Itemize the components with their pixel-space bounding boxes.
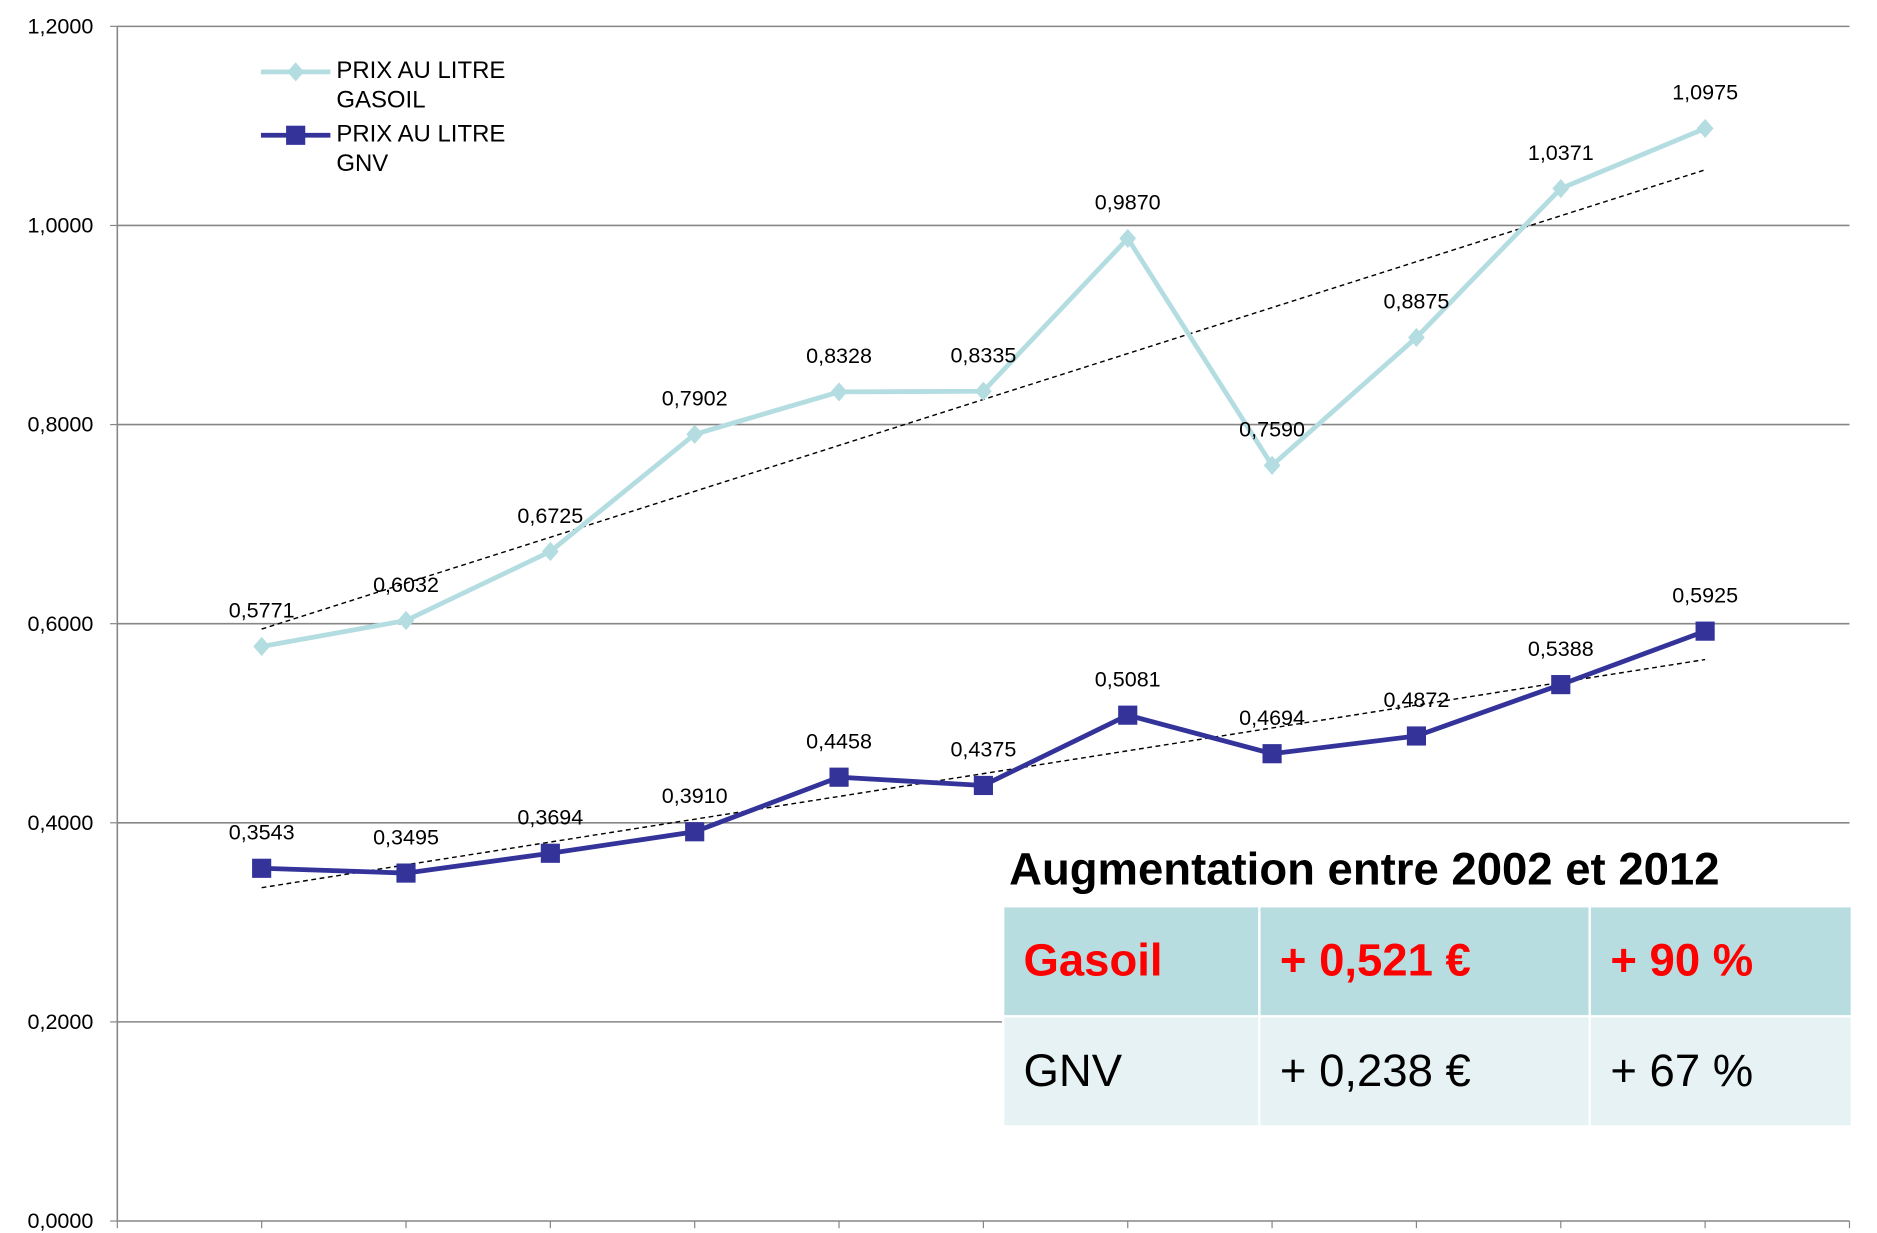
data-label: 0,5388 bbox=[1528, 637, 1594, 661]
marker bbox=[1118, 705, 1138, 725]
y-tick-label: 0,4000 bbox=[28, 811, 94, 835]
legend-entry: PRIX AU LITRE GNV bbox=[336, 120, 506, 178]
y-tick-label: 0,0000 bbox=[28, 1209, 94, 1233]
marker bbox=[975, 381, 992, 401]
y-tick-label: 0,8000 bbox=[28, 413, 94, 437]
data-label: 0,8328 bbox=[806, 344, 872, 368]
marker bbox=[540, 843, 560, 863]
summary-cell: + 67 % bbox=[1588, 1015, 1854, 1128]
legend-marker bbox=[287, 62, 305, 82]
summary-table: Gasoil + 0,521 € + 90 % GNV + 0,238 € + 67 % bbox=[1001, 904, 1854, 1128]
marker bbox=[1263, 455, 1281, 475]
data-label: 0,7902 bbox=[662, 387, 728, 411]
summary: Augmentation entre 2002 et 2012 Gasoil + 0… bbox=[1001, 845, 1854, 1128]
summary-row: Gasoil + 0,521 € + 90 % bbox=[1001, 904, 1854, 1018]
data-label: 0,4694 bbox=[1239, 706, 1305, 730]
data-label: 0,9870 bbox=[1095, 191, 1161, 215]
summary-cell: + 0,238 € bbox=[1258, 1015, 1592, 1128]
data-label: 0,8875 bbox=[1383, 290, 1449, 314]
data-label: 0,3543 bbox=[229, 821, 295, 845]
data-label: 0,5925 bbox=[1672, 583, 1738, 607]
data-label: 0,7590 bbox=[1239, 418, 1305, 442]
summary-box: Augmentation entre 2002 et 2012 Gasoil + 0… bbox=[1001, 845, 1854, 1128]
data-label: 0,6032 bbox=[373, 573, 439, 597]
y-tick-label: 0,2000 bbox=[28, 1010, 94, 1034]
y-tick-label: 0,6000 bbox=[28, 612, 94, 636]
summary-title: Augmentation entre 2002 et 2012 bbox=[1009, 845, 1720, 896]
marker bbox=[829, 767, 849, 787]
legend-label: PRIX AU LITRE GASOIL bbox=[336, 57, 506, 114]
marker bbox=[1262, 744, 1282, 764]
data-label: 0,5771 bbox=[229, 599, 295, 623]
data-label: 0,3910 bbox=[662, 784, 728, 808]
marker bbox=[1406, 726, 1427, 746]
y-tick-label: 1,0000 bbox=[28, 214, 94, 238]
legend-marker bbox=[286, 125, 306, 145]
data-label: 0,3694 bbox=[517, 806, 583, 830]
data-label: 0,4375 bbox=[950, 738, 1016, 762]
trendline bbox=[261, 658, 1706, 889]
data-label: 1,0975 bbox=[1672, 81, 1738, 105]
chart-title: Prix des carburants bbox=[409, 0, 1361, 16]
marker bbox=[253, 636, 271, 657]
legend-label: PRIX AU LITRE GNV bbox=[336, 120, 506, 178]
data-label: 0,5081 bbox=[1095, 667, 1161, 691]
marker bbox=[1408, 327, 1425, 348]
y-tick-label: 1,2000 bbox=[28, 15, 94, 39]
marker bbox=[1551, 675, 1571, 695]
summary-cell: Gasoil bbox=[1001, 904, 1261, 1018]
marker bbox=[1695, 621, 1715, 641]
data-label: 0,3495 bbox=[373, 825, 439, 849]
data-label: 0,4458 bbox=[806, 729, 872, 753]
marker bbox=[1696, 118, 1714, 138]
marker bbox=[973, 775, 993, 796]
marker bbox=[685, 822, 705, 842]
marker bbox=[396, 863, 416, 883]
data-label: 0,4872 bbox=[1383, 688, 1449, 712]
marker bbox=[252, 858, 272, 878]
data-label: 1,0371 bbox=[1528, 141, 1594, 165]
summary-row: GNV + 0,238 € + 67 % bbox=[1001, 1015, 1854, 1128]
data-label: 0,8335 bbox=[950, 343, 1016, 367]
legend-entry: PRIX AU LITRE GASOIL bbox=[336, 57, 506, 114]
summary-cell: + 0,521 € bbox=[1258, 904, 1592, 1018]
data-label: 0,6725 bbox=[517, 504, 583, 528]
summary-cell: GNV bbox=[1001, 1015, 1261, 1128]
marker bbox=[397, 610, 415, 631]
marker bbox=[830, 382, 848, 402]
summary-cell: + 90 % bbox=[1588, 904, 1854, 1018]
